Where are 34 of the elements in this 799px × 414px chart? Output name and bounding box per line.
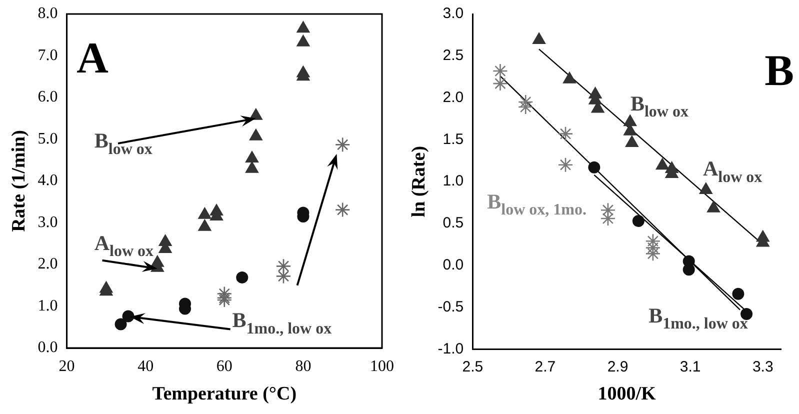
- x-tick-label: 20: [58, 358, 75, 375]
- x-tick-label: 100: [370, 358, 394, 375]
- y-tick-label: 3.0: [38, 214, 58, 231]
- annotation: B: [764, 46, 794, 96]
- y-tick-label: -1.0: [438, 340, 464, 358]
- y-tick-label: 5.0: [38, 130, 58, 148]
- y-tick-label: 2.0: [38, 256, 58, 273]
- y-tick-label: -0.5: [438, 298, 464, 316]
- x-axis-title: 1000/K: [598, 384, 656, 405]
- x-tick-label: 2.5: [462, 358, 484, 376]
- x-tick-label: 3.3: [752, 358, 774, 376]
- y-axis-title: ln (Rate): [408, 146, 430, 218]
- y-tick-label: 6.0: [38, 88, 58, 106]
- x-axis-title: Temperature (°C): [152, 384, 297, 405]
- x-tick-label: 2.9: [607, 358, 628, 376]
- y-tick-label: 4.0: [38, 172, 58, 190]
- x-tick-label: 3.1: [680, 358, 701, 376]
- annotation: A: [76, 33, 109, 82]
- y-tick-label: 2.5: [442, 47, 464, 64]
- y-tick-label: 0.5: [442, 214, 464, 232]
- y-axis-title: Rate (1/min): [8, 130, 30, 232]
- y-tick-label: 0.0: [38, 339, 58, 356]
- y-tick-label: 7.0: [38, 46, 58, 64]
- x-tick-label: 60: [216, 358, 232, 375]
- y-tick-label: 3.0: [442, 5, 464, 22]
- y-tick-label: 1.5: [442, 130, 464, 148]
- x-tick-label: 2.7: [534, 358, 556, 376]
- y-tick-label: 0.0: [442, 256, 464, 274]
- y-tick-label: 1.0: [442, 172, 464, 190]
- x-tick-label: 40: [138, 358, 154, 375]
- x-tick-label: 80: [295, 358, 312, 375]
- y-tick-label: 2.0: [442, 88, 464, 106]
- y-tick-label: 1.0: [38, 297, 58, 314]
- y-tick-label: 8.0: [38, 5, 58, 22]
